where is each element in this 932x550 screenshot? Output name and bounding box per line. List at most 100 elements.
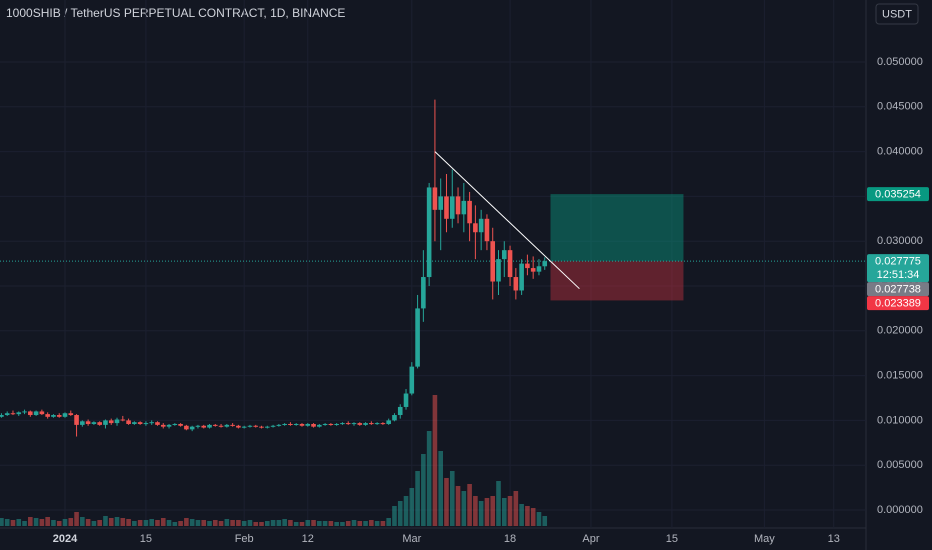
candle-body — [293, 423, 299, 425]
price-label-box — [867, 296, 929, 311]
candle-body — [449, 196, 455, 219]
y-tick-label: 0.030000 — [877, 235, 923, 247]
volume-bar — [224, 519, 230, 526]
candle-body — [74, 415, 79, 425]
candle-body — [143, 423, 149, 425]
candle-body — [409, 366, 415, 394]
volume-bar — [501, 498, 507, 526]
position-profit-zone — [550, 194, 684, 262]
volume-bar — [247, 520, 253, 526]
countdown-label: 12:51:34 — [877, 269, 920, 281]
volume-bar — [282, 519, 287, 526]
volume-bar — [56, 521, 62, 526]
currency-label[interactable]: USDT — [882, 8, 912, 20]
volume-bar — [114, 517, 120, 526]
candle-body — [455, 196, 461, 215]
candle-body — [525, 263, 530, 269]
candle-body — [178, 423, 183, 426]
candle-body — [386, 420, 391, 424]
candle-body — [230, 424, 235, 426]
candle-body — [189, 426, 195, 430]
candle-body — [132, 422, 137, 424]
volume-bar — [444, 478, 449, 526]
x-tick-label: 15 — [140, 533, 152, 545]
x-tick-label: 13 — [828, 533, 840, 545]
candle-body — [357, 423, 363, 425]
candle-body — [490, 241, 496, 282]
candle-body — [415, 308, 420, 367]
candle-body — [218, 425, 224, 427]
candle-body — [259, 426, 264, 428]
candle-body — [166, 424, 172, 427]
candle-body — [265, 426, 270, 428]
candle-body — [97, 422, 102, 425]
candle-body — [426, 187, 432, 278]
candle-body — [103, 420, 108, 425]
currency-button[interactable] — [875, 3, 919, 25]
candle-body — [22, 411, 27, 413]
volume-bar — [166, 520, 172, 526]
y-tick-label: 0.015000 — [877, 370, 923, 382]
volume-bar — [369, 520, 374, 526]
candle-body — [317, 424, 322, 427]
trendline — [434, 151, 580, 290]
candle-body — [403, 393, 409, 407]
volume-bar — [51, 520, 56, 526]
y-tick-label: 0.045000 — [877, 101, 923, 113]
x-tick-label: 15 — [666, 533, 678, 545]
price-label-box — [867, 282, 929, 297]
candle-body — [212, 424, 218, 426]
candle-body — [207, 424, 212, 428]
volume-bar — [132, 521, 137, 526]
volume-bar — [160, 518, 166, 526]
volume-bar — [519, 504, 524, 526]
candle-body — [85, 421, 91, 424]
volume-bar — [28, 517, 33, 526]
candle-body — [0, 415, 4, 417]
candle-body — [80, 421, 85, 425]
candle-body — [305, 423, 311, 426]
volume-bar — [68, 518, 74, 526]
candle-body — [39, 411, 45, 415]
volume-bar — [288, 520, 293, 526]
volume-bar — [137, 520, 143, 526]
candle-body — [501, 250, 507, 260]
volume-bar — [143, 520, 149, 526]
price-label-box — [867, 254, 929, 283]
candle-body — [247, 425, 253, 427]
volume-bar — [236, 520, 241, 526]
candle-body — [421, 277, 426, 309]
volume-bar — [22, 521, 27, 526]
volume-bar — [155, 520, 160, 526]
x-tick-label: 18 — [504, 533, 516, 545]
candle-body — [126, 420, 131, 424]
candle-body — [282, 423, 287, 425]
x-tick-label: Apr — [582, 533, 599, 545]
candle-body — [351, 423, 357, 425]
price-label: 0.027775 — [875, 256, 921, 268]
position-loss-zone — [550, 261, 684, 301]
candle-body — [236, 425, 241, 428]
volume-bar — [490, 496, 496, 526]
candle-body — [155, 422, 160, 425]
candle-body — [276, 424, 282, 426]
y-tick-label: 0.020000 — [877, 325, 923, 337]
candle-body — [530, 268, 536, 272]
volume-bar — [178, 521, 183, 526]
x-tick-label: Feb — [235, 533, 254, 545]
candle-body — [91, 422, 97, 424]
volume-bar — [496, 481, 501, 526]
volume-bar — [322, 521, 328, 526]
y-tick-label: 0.040000 — [877, 146, 923, 158]
price-label: 0.035254 — [875, 189, 921, 201]
candle-body — [224, 424, 230, 427]
volume-bar — [299, 522, 305, 526]
volume-bar — [363, 521, 368, 526]
volume-bar — [230, 520, 235, 526]
y-tick-label: 0.005000 — [877, 459, 923, 471]
candle-body — [288, 423, 293, 425]
volume-bar — [276, 520, 282, 526]
volume-bar — [432, 395, 438, 526]
